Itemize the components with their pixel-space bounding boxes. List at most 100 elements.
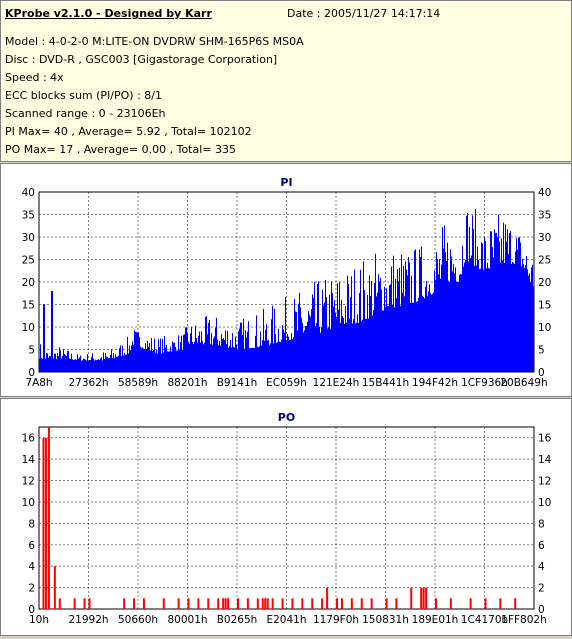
y-tick-label-left: 0	[28, 604, 35, 616]
y-tick-label-right: 5	[538, 345, 545, 357]
po-bar	[227, 598, 230, 609]
po-bar	[420, 587, 423, 609]
y-tick-label-right: 16	[538, 433, 552, 445]
y-tick-label-left: 10	[22, 322, 35, 334]
x-tick-label: 80001h	[167, 614, 207, 626]
info-model: Model : 4-0-2-0 M:LITE-ON DVDRW SHM-165P…	[5, 35, 304, 48]
po-bar	[266, 598, 269, 609]
x-tick-label: B9141h	[217, 377, 258, 389]
po-bar	[422, 587, 425, 609]
x-tick-label: 1FF802h	[501, 614, 546, 626]
po-bar	[123, 598, 126, 609]
chart-title: PO	[278, 411, 295, 424]
y-tick-label-left: 40	[22, 187, 35, 199]
po-bar	[237, 598, 239, 609]
y-tick-label-right: 14	[538, 454, 552, 466]
po-bar	[385, 598, 388, 609]
pi-chart: PI 0 0 5 5 10 10 15 15 20 20 25 25 30 30 35 35 40 40 7A8h 27…	[22, 176, 552, 389]
po-bar	[514, 598, 517, 609]
y-tick-label-left: 16	[22, 433, 36, 445]
po-bar	[177, 598, 180, 609]
po-bar	[484, 598, 487, 609]
po-bar	[217, 598, 220, 609]
po-bar	[133, 598, 136, 609]
po-bar	[261, 598, 264, 609]
po-bar	[224, 598, 227, 609]
po-bar	[256, 598, 259, 609]
y-tick-label-right: 4	[538, 561, 545, 573]
po-bar	[207, 598, 210, 609]
x-tick-label: 194F42h	[412, 377, 458, 389]
info-po-stats: PO Max= 17 , Average= 0.00 , Total= 335	[5, 143, 236, 156]
x-tick-label: 21992h	[68, 614, 108, 626]
po-bar	[350, 598, 353, 609]
x-tick-label: 7A8h	[25, 377, 52, 389]
po-bar	[58, 598, 61, 609]
y-tick-label-right: 2	[538, 583, 545, 595]
chart-title: PI	[280, 176, 292, 189]
po-bar	[336, 598, 338, 609]
y-tick-label-left: 8	[28, 518, 35, 530]
plot-border	[38, 426, 535, 610]
po-bar	[340, 598, 343, 609]
x-tick-label: B0265h	[217, 614, 258, 626]
info-disc: Disc : DVD-R , GSC003 [Gigastorage Corpo…	[5, 53, 278, 66]
po-bar	[425, 587, 428, 609]
po-bar	[301, 598, 304, 609]
y-tick-label-left: 4	[28, 561, 35, 573]
po-bar	[42, 437, 45, 609]
y-tick-label-right: 12	[538, 476, 551, 488]
y-tick-label-right: 10	[538, 322, 551, 334]
po-bar	[271, 598, 274, 609]
po-bar	[311, 598, 314, 609]
scan-date: Date : 2005/11/27 14:17:14	[287, 7, 441, 20]
po-bar	[410, 587, 413, 609]
y-tick-label-left: 0	[28, 367, 35, 379]
y-tick-label-left: 10	[22, 497, 35, 509]
po-bar	[187, 598, 190, 609]
y-tick-label-right: 10	[538, 497, 551, 509]
x-tick-label: 88201h	[167, 377, 207, 389]
y-tick-label-right: 25	[538, 255, 551, 267]
y-tick-label-left: 15	[22, 300, 35, 312]
po-bar	[499, 598, 502, 609]
x-tick-label: 10h	[29, 614, 49, 626]
y-tick-label-left: 6	[28, 540, 35, 552]
y-tick-label-left: 30	[22, 232, 35, 244]
x-tick-label: 189E01h	[412, 614, 459, 626]
y-tick-label-right: 6	[538, 540, 545, 552]
x-tick-label: E2041h	[266, 614, 306, 626]
y-tick-label-left: 35	[22, 210, 35, 222]
po-bar	[53, 566, 56, 609]
info-range: Scanned range : 0 - 23106Eh	[5, 107, 166, 120]
x-tick-label: 58589h	[118, 377, 158, 389]
po-bar	[162, 598, 165, 609]
y-tick-label-left: 5	[28, 345, 35, 357]
y-tick-label-right: 0	[538, 367, 545, 379]
app-title: KProbe v2.1.0 - Designed by Karr	[5, 7, 212, 20]
po-bar	[88, 598, 91, 609]
pi-series	[39, 209, 534, 372]
x-tick-label: 121E24h	[313, 377, 360, 389]
x-tick-label: 1CF936h	[461, 377, 508, 389]
po-bar	[197, 598, 200, 609]
po-chart: PO 0 0 2 2 4 4 6 6 8 8 10 10 12 12 14 14 16 16 10h 21992h 506…	[22, 411, 552, 626]
pi-chart-panel: PI 0 0 5 5 10 10 15 15 20 20 25 25 30 30 35 35 40 40 7A8h 27…	[0, 163, 572, 397]
y-tick-label-right: 8	[538, 518, 545, 530]
po-bar	[246, 598, 249, 609]
po-bar	[47, 427, 50, 609]
po-bar	[435, 598, 437, 609]
x-tick-label: 20B649h	[500, 377, 547, 389]
y-tick-label-left: 2	[28, 583, 35, 595]
po-bar	[73, 598, 76, 609]
y-tick-label-right: 40	[538, 187, 551, 199]
y-tick-label-right: 15	[538, 300, 551, 312]
po-series	[42, 427, 517, 609]
info-ecc: ECC blocks sum (PI/PO) : 8/1	[5, 89, 162, 102]
po-bar	[449, 598, 452, 609]
y-tick-label-right: 30	[538, 232, 551, 244]
po-bar	[326, 587, 329, 609]
info-panel: KProbe v2.1.0 - Designed by Karr Date : …	[0, 0, 572, 162]
po-bar	[360, 598, 363, 609]
po-bar	[291, 598, 294, 609]
